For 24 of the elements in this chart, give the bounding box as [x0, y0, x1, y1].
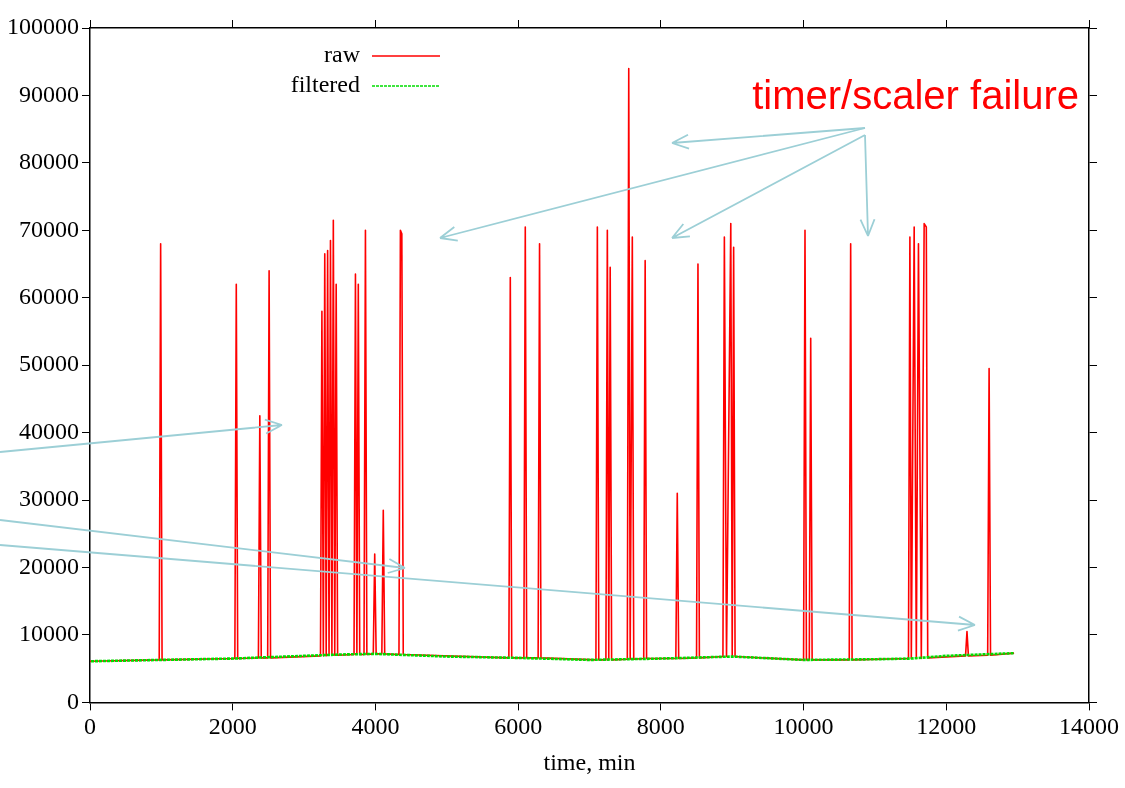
y-tick-label: 90000	[19, 80, 79, 107]
x-tick-label: 6000	[494, 713, 543, 740]
x-tick-label: 10000	[773, 713, 834, 740]
y-tick-label: 10000	[19, 620, 79, 647]
legend-label: raw	[324, 41, 361, 68]
y-tick-label: 100000	[7, 13, 79, 40]
y-tick-label: 50000	[19, 350, 79, 377]
y-tick-label: 20000	[19, 552, 79, 579]
line-series	[90, 651, 1016, 663]
y-tick-label: 60000	[19, 283, 79, 310]
x-tick-label: 8000	[636, 713, 685, 740]
x-tick-label: 14000	[1059, 713, 1119, 740]
x-tick-label: 0	[84, 713, 96, 740]
y-tick-label: 80000	[19, 148, 79, 175]
annotation: timer/scaler failure	[752, 73, 1079, 118]
x-tick-label: 2000	[208, 713, 257, 740]
x-tick-label: 4000	[351, 713, 400, 740]
legend-label: filtered	[290, 71, 360, 98]
y-tick-label: 30000	[19, 485, 79, 512]
y-tick-label: 40000	[19, 417, 79, 444]
y-tick-label: 70000	[19, 215, 79, 242]
x-axis-title: time, min	[543, 748, 636, 775]
x-tick-label: 12000	[916, 713, 977, 740]
y-tick-label: 0	[67, 687, 79, 714]
